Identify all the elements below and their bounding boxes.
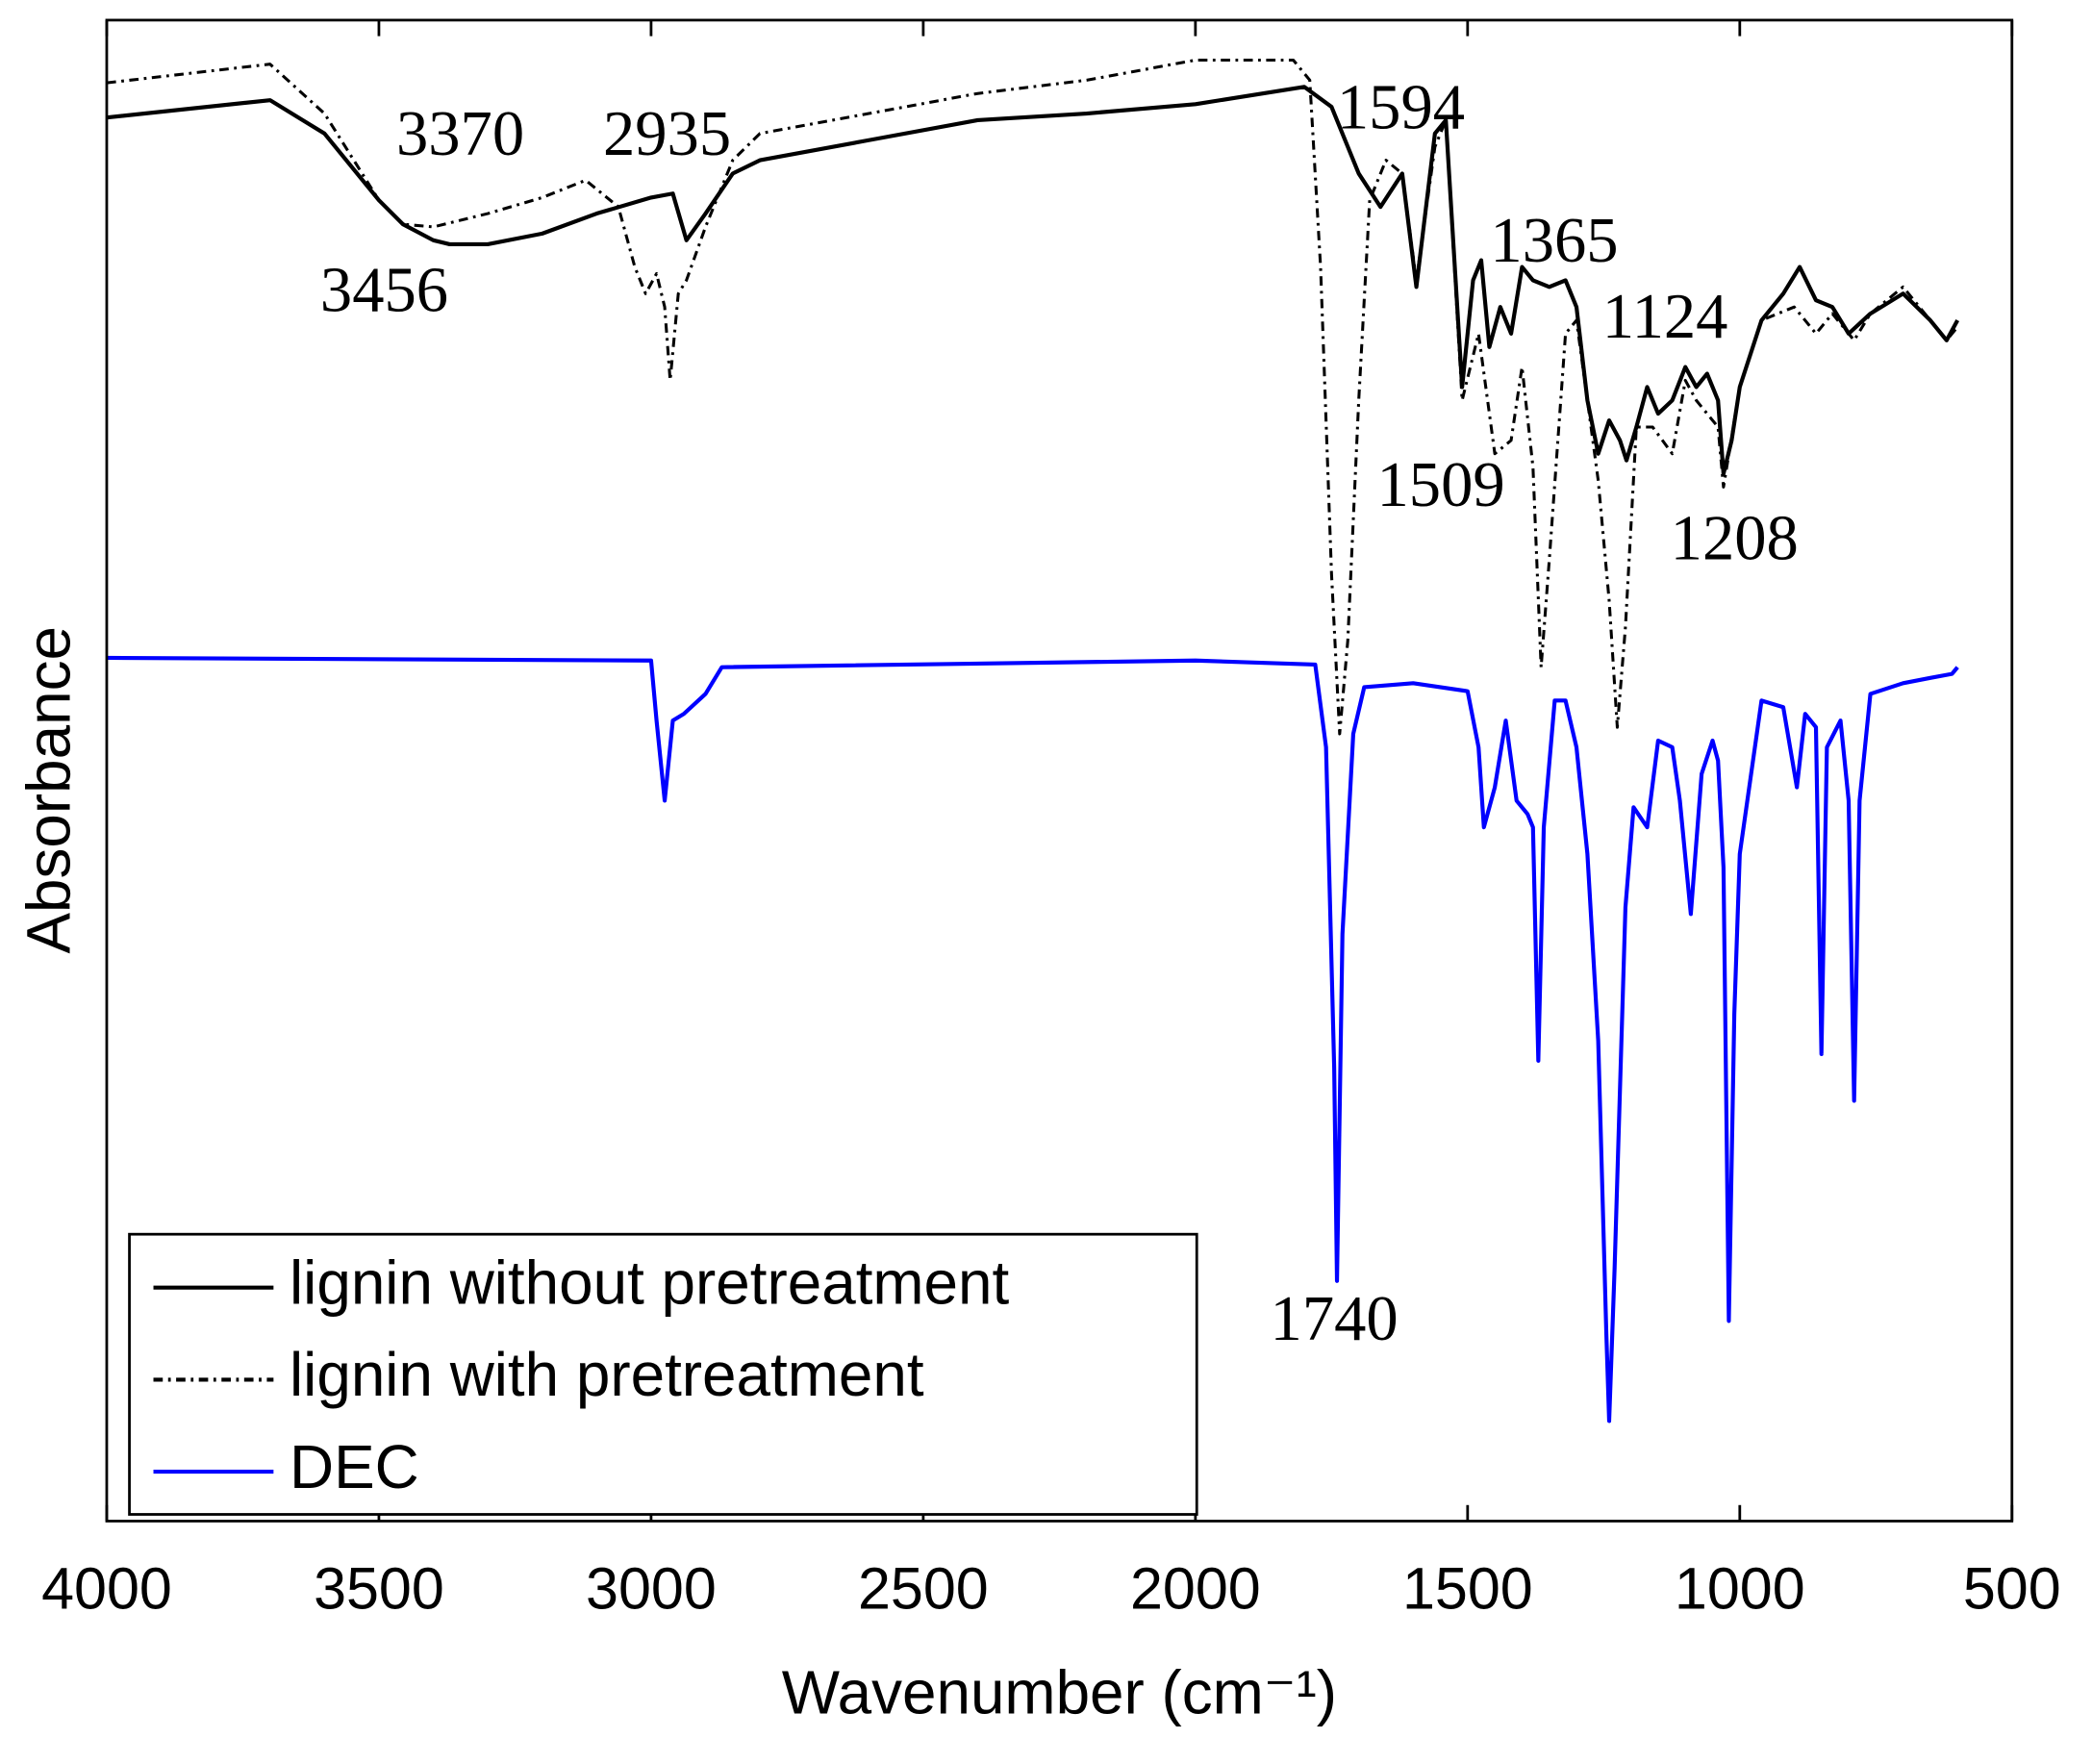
x-tick-label: 1500 <box>1402 1555 1533 1621</box>
spectrum-line <box>106 655 1959 1424</box>
x-tick-label: 500 <box>1963 1555 2061 1621</box>
peak-label: 1594 <box>1337 72 1465 142</box>
peak-label: 1740 <box>1271 1284 1399 1354</box>
x-tick-label: 1000 <box>1675 1555 1805 1621</box>
spectrum-line <box>106 59 1959 736</box>
x-tick-label: 3500 <box>314 1555 444 1621</box>
peak-label: 3370 <box>396 99 524 169</box>
y-axis-label: Absorbance <box>13 626 83 953</box>
peak-label: 1124 <box>1602 282 1728 352</box>
x-axis-label: Wavenumber (cm⁻¹) <box>782 1657 1337 1726</box>
legend-label: DEC <box>290 1432 419 1501</box>
legend-label: lignin without pretreatment <box>290 1248 1010 1318</box>
x-tick-label: 2000 <box>1130 1555 1261 1621</box>
legend-box <box>128 1232 1198 1516</box>
peak-label: 1208 <box>1671 503 1799 573</box>
peak-label: 2935 <box>603 99 731 169</box>
x-tick-label: 2500 <box>858 1555 989 1621</box>
legend-label: lignin with pretreatment <box>290 1340 924 1409</box>
peak-label: 1509 <box>1377 450 1505 520</box>
peak-label: 1365 <box>1490 206 1618 276</box>
plot-frame <box>105 18 2014 1523</box>
x-tick-label: 4000 <box>41 1555 172 1621</box>
x-tick-label: 3000 <box>586 1555 717 1621</box>
peak-label: 3456 <box>320 255 448 325</box>
